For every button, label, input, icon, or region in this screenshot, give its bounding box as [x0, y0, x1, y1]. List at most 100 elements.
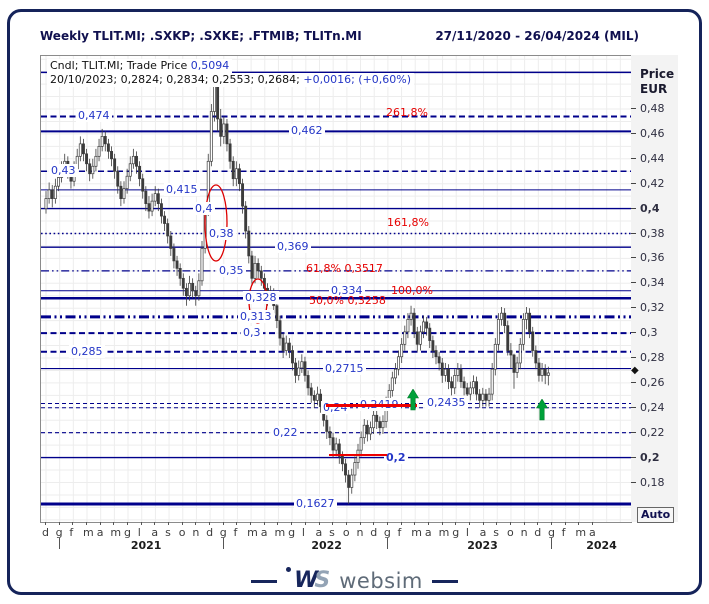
month-tick	[386, 522, 388, 525]
fibonacci-label: 61,8% 0,3517	[306, 261, 383, 275]
price-tick-label: 0,42	[640, 176, 665, 190]
candle-body	[150, 200, 154, 212]
price-line-label: 0,38	[207, 226, 236, 240]
month-label: d	[42, 526, 49, 539]
candle-body	[147, 203, 151, 212]
candle-body	[159, 203, 163, 217]
trend-line-red	[326, 403, 417, 408]
candle-body	[85, 153, 89, 165]
candle-body	[156, 193, 160, 204]
month-label: m	[274, 526, 286, 539]
candle-body	[422, 321, 425, 333]
candle-body	[122, 188, 126, 199]
candle-body	[309, 387, 313, 396]
price-line-label: 0,22	[271, 425, 300, 439]
month-tick	[291, 522, 293, 525]
candle-body	[216, 86, 220, 120]
fibonacci-label: 261,8%	[386, 106, 428, 120]
candle-body	[197, 280, 201, 297]
price-line-label: 0,462	[289, 124, 325, 138]
candle-body	[88, 163, 92, 175]
month-label: f	[561, 526, 566, 539]
candle-body	[375, 414, 379, 422]
candle-body	[334, 443, 338, 451]
candle-body	[166, 223, 170, 237]
chart-plot-area[interactable]: Cndl; TLIT.MI; Trade Price 0,5094 20/10/…	[40, 55, 632, 523]
month-label: n	[520, 526, 528, 539]
month-tick	[277, 522, 279, 525]
month-tick	[468, 522, 470, 525]
candle-body	[459, 368, 463, 383]
month-tick	[482, 522, 484, 525]
candle-body	[468, 387, 472, 395]
price-line-label: 0,2	[384, 450, 408, 464]
month-label: m	[411, 526, 422, 539]
price-axis[interactable]: Price EUR 0,48 0,46 0,44 0,42 0,4 0,38 0,36 0,3…	[631, 55, 678, 523]
month-tick	[537, 522, 539, 525]
month-tick	[523, 522, 525, 525]
candle-body	[250, 255, 254, 279]
legend-series: Cndl; TLIT.MI; Trade Price	[50, 59, 188, 72]
price-tick-label: 0,44	[640, 151, 665, 165]
month-tick	[496, 522, 498, 525]
candle-body	[231, 160, 235, 180]
candle-body	[428, 327, 432, 341]
fibonacci-label: 50,0% 0,3258	[309, 293, 386, 307]
candle-body	[144, 190, 148, 204]
candle-body	[188, 282, 191, 297]
candle-body	[315, 393, 319, 401]
price-tick-label: 0,34	[640, 276, 665, 290]
price-tick-mark	[631, 481, 636, 483]
candle-body	[496, 319, 500, 345]
price-tick-label: 0,22	[640, 425, 665, 439]
month-tick	[345, 522, 347, 525]
month-label: a	[479, 526, 487, 539]
candle-body	[503, 312, 507, 326]
month-label: l	[301, 526, 305, 539]
candle-body	[184, 287, 188, 297]
candle-body	[97, 145, 101, 157]
year-separator	[550, 538, 552, 549]
price-line-label: 0,1627	[294, 497, 337, 511]
candle-body	[297, 367, 301, 376]
trend-line-red	[329, 454, 387, 456]
year-separator	[386, 538, 388, 549]
price-tick-mark	[631, 132, 636, 134]
candle-body	[228, 143, 232, 162]
month-label: s	[493, 526, 499, 539]
year-label: 2022	[311, 539, 342, 552]
candle-body	[509, 350, 513, 356]
candle-body	[356, 449, 360, 463]
candle-body	[181, 277, 185, 289]
candle-body	[244, 205, 248, 232]
candle-body	[306, 375, 310, 389]
month-label: d	[370, 526, 378, 539]
chart-title: Weekly TLIT.MI; .SXKP; .SXKE; .FTMIB; TL…	[40, 29, 362, 43]
month-label: o	[178, 526, 186, 539]
candle-body	[493, 343, 497, 370]
candle-body	[256, 263, 260, 272]
candle-body	[278, 320, 282, 339]
candle-body	[81, 143, 85, 155]
month-tick	[441, 522, 443, 525]
candle-body	[119, 185, 123, 199]
price-line-label: 0,43	[49, 164, 78, 178]
price-tick-mark	[631, 332, 636, 334]
month-tick	[236, 522, 238, 525]
candle-body	[241, 183, 245, 207]
month-tick	[578, 522, 580, 525]
candle-body	[440, 362, 444, 376]
auto-scale-button[interactable]: Auto	[637, 507, 675, 523]
price-tick-mark	[631, 282, 636, 284]
price-tick-label: 0,3	[640, 326, 658, 340]
month-label: d	[206, 526, 214, 539]
price-tick-label: 0,46	[640, 126, 665, 140]
month-label: g	[124, 526, 132, 539]
month-label: m	[83, 526, 94, 539]
candle-body	[537, 362, 541, 376]
date-range: 27/11/2020 - 26/04/2024 (MIL)	[435, 29, 639, 43]
candle-body	[478, 393, 482, 401]
candle-body	[135, 155, 138, 167]
month-tick	[509, 522, 511, 525]
